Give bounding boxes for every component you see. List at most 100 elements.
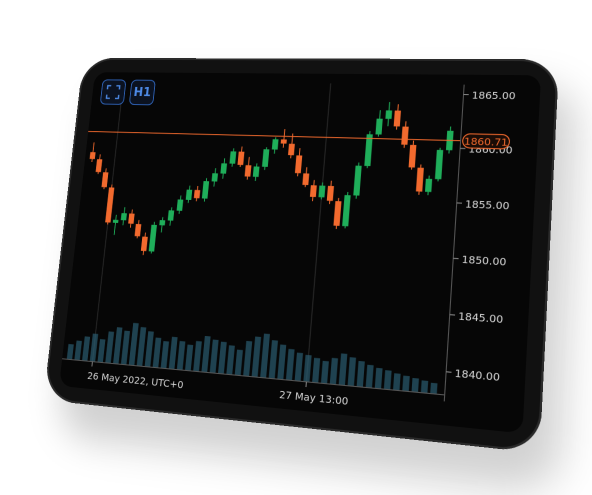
candle-up xyxy=(159,220,165,225)
candlestick-chart: 1865.001860.001855.001850.001845.001840.… xyxy=(59,72,541,433)
y-tick-label: 1840.00 xyxy=(454,368,500,385)
volume-bar xyxy=(357,361,365,387)
volume-bar xyxy=(402,376,410,392)
candle-down xyxy=(401,127,409,145)
candle-up xyxy=(375,119,382,135)
candle-down xyxy=(333,201,341,226)
volume-bar xyxy=(339,353,348,385)
volume-bar xyxy=(348,357,356,386)
volume-bar xyxy=(277,344,286,379)
candle-down xyxy=(327,186,334,201)
candle-down xyxy=(302,173,309,185)
candle-up xyxy=(202,181,209,199)
x-tick-mark xyxy=(92,362,93,367)
candle-down xyxy=(237,152,244,165)
volume-bar xyxy=(210,340,219,374)
volume-bar xyxy=(412,378,419,392)
candle-down xyxy=(128,213,134,223)
y-tick-label: 1855.00 xyxy=(465,199,510,213)
current-price-label: 1860.71 xyxy=(464,136,509,149)
volume-bar xyxy=(161,341,169,369)
candle-wick xyxy=(283,129,285,148)
volume-bar xyxy=(330,358,338,385)
volume-bar xyxy=(193,341,202,372)
volume-bar xyxy=(121,331,130,365)
volume-bar xyxy=(74,341,82,361)
candle-up xyxy=(121,213,127,220)
volume-bar xyxy=(375,368,383,389)
candle-down xyxy=(281,139,287,143)
candle-down xyxy=(416,168,424,192)
candle-up xyxy=(168,210,175,220)
candle-up xyxy=(364,134,373,166)
volume-bar xyxy=(82,336,90,361)
volume-bar xyxy=(185,345,193,371)
volume-bar xyxy=(321,361,329,384)
candle-up xyxy=(212,173,218,181)
candle-down xyxy=(310,185,317,197)
timeframe-button[interactable]: H1 xyxy=(129,80,156,106)
candle-up xyxy=(253,166,260,177)
volume-bar xyxy=(366,365,374,388)
candle-up xyxy=(229,151,236,163)
candle-down xyxy=(105,187,114,222)
candle-down xyxy=(394,111,401,127)
candle-up xyxy=(177,199,184,210)
volume-bar xyxy=(252,337,261,378)
volume-bar xyxy=(169,337,178,370)
volume-bar xyxy=(218,342,227,374)
volume-bar xyxy=(286,349,295,381)
candle-up xyxy=(435,150,443,179)
candle-up xyxy=(342,195,351,226)
candle-down xyxy=(135,224,142,236)
volume-bar xyxy=(384,370,392,390)
y-tick-label: 1865.00 xyxy=(471,90,515,102)
volume-bar xyxy=(145,331,154,367)
candle-down xyxy=(90,152,96,159)
x-tick-label: 26 May 2022, UTC+0 xyxy=(87,370,184,391)
candle-up xyxy=(318,186,325,198)
volume-bar xyxy=(295,353,303,382)
volume-bar xyxy=(430,383,437,394)
volume-bar xyxy=(105,331,114,363)
candle-down xyxy=(101,172,108,187)
candle-up xyxy=(262,149,269,167)
volume-bar xyxy=(67,344,74,360)
volume-bar xyxy=(235,350,243,376)
candle-up xyxy=(385,110,392,119)
candle-down xyxy=(194,190,200,198)
candle-wick xyxy=(114,215,116,235)
candle-down xyxy=(288,144,295,156)
volume-bar xyxy=(90,334,98,362)
fullscreen-button[interactable] xyxy=(100,79,127,104)
volume-bar xyxy=(269,340,278,379)
fullscreen-icon xyxy=(105,85,120,100)
grid-line-vertical xyxy=(306,83,330,382)
y-tick-label: 1850.00 xyxy=(461,254,506,269)
volume-bar xyxy=(393,373,401,390)
volume-bar xyxy=(153,338,162,368)
candle-down xyxy=(96,159,103,172)
volume-bar xyxy=(129,323,139,366)
candle-up xyxy=(220,163,227,173)
candle-down xyxy=(141,237,148,252)
candle-up xyxy=(149,225,157,252)
chart-screen: 1865.001860.001855.001850.001845.001840.… xyxy=(59,72,541,433)
volume-bar xyxy=(97,339,105,363)
volume-bar xyxy=(312,358,320,383)
volume-bar xyxy=(137,327,147,366)
candle-up xyxy=(113,220,119,223)
volume-bar xyxy=(226,345,235,375)
candle-down xyxy=(409,145,417,168)
volume-bar xyxy=(243,341,252,377)
volume-bar xyxy=(201,336,210,373)
volume-bar xyxy=(260,334,270,378)
candle-up xyxy=(272,139,279,149)
candle-down xyxy=(245,165,252,177)
x-tick-label: 27 May 13:00 xyxy=(279,389,349,408)
candle-up xyxy=(186,190,193,200)
tablet-frame: 1865.001860.001855.001850.001845.001840.… xyxy=(43,58,559,453)
volume-bar xyxy=(303,355,311,382)
candle-up xyxy=(353,166,361,196)
candle-layer xyxy=(75,98,463,274)
